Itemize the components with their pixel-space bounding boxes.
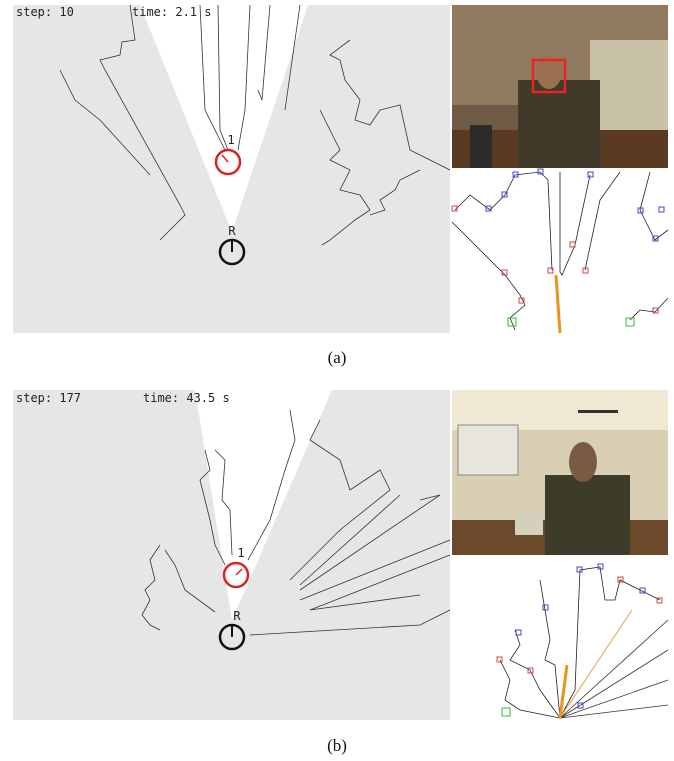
target-label: 1 (227, 133, 234, 147)
scan-plot (452, 560, 668, 720)
step-label: step: 10 (16, 5, 74, 19)
panel-a: step: 10 time: 2.1 s 1 R (13, 5, 668, 367)
step-label: step: 177 (16, 391, 81, 405)
caption: (a) (328, 348, 347, 367)
camera-image (452, 390, 668, 555)
target-label: 1 (237, 546, 244, 560)
scan-plot (452, 169, 668, 333)
time-label: time: 43.5 s (143, 391, 230, 405)
robot-label: R (233, 609, 241, 623)
robot-label: R (228, 224, 236, 238)
figure: step: 10 time: 2.1 s 1 R (0, 0, 674, 761)
panel-b: step: 177 time: 43.5 s 1 R (13, 390, 668, 755)
camera-image (452, 5, 668, 168)
page: step: 10 time: 2.1 s 1 R (0, 0, 674, 761)
time-label: time: 2.1 s (132, 5, 211, 19)
caption: (b) (327, 736, 347, 755)
